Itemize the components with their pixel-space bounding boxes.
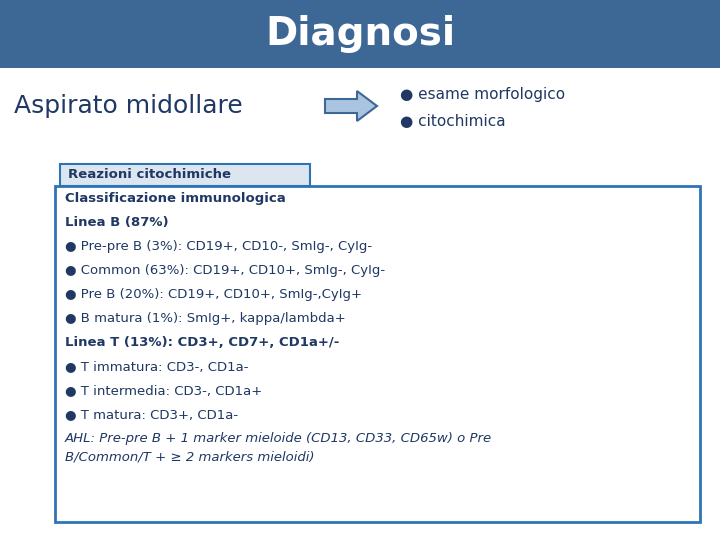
Text: ● T intermedia: CD3-, CD1a+: ● T intermedia: CD3-, CD1a+ [65,384,262,397]
Polygon shape [325,91,377,121]
Text: Linea B (87%): Linea B (87%) [65,216,168,229]
FancyBboxPatch shape [55,186,700,522]
Text: ● T matura: CD3+, CD1a-: ● T matura: CD3+, CD1a- [65,408,238,421]
Text: Linea T (13%): CD3+, CD7+, CD1a+/-: Linea T (13%): CD3+, CD7+, CD1a+/- [65,336,339,349]
FancyBboxPatch shape [60,164,310,186]
Text: ● B matura (1%): SmIg+, kappa/lambda+: ● B matura (1%): SmIg+, kappa/lambda+ [65,312,346,325]
Text: ● Pre B (20%): CD19+, CD10+, SmIg-,CyIg+: ● Pre B (20%): CD19+, CD10+, SmIg-,CyIg+ [65,288,362,301]
Text: ● Pre-pre B (3%): CD19+, CD10-, SmIg-, CyIg-: ● Pre-pre B (3%): CD19+, CD10-, SmIg-, C… [65,240,372,253]
Text: AHL: Pre-pre B + 1 marker mieloide (CD13, CD33, CD65w) o Pre: AHL: Pre-pre B + 1 marker mieloide (CD13… [65,432,492,445]
FancyBboxPatch shape [0,0,720,68]
Text: ● citochimica: ● citochimica [400,114,505,130]
Text: ● Common (63%): CD19+, CD10+, SmIg-, CyIg-: ● Common (63%): CD19+, CD10+, SmIg-, CyI… [65,264,385,277]
Text: Diagnosi: Diagnosi [265,15,455,53]
Text: Reazioni citochimiche: Reazioni citochimiche [68,168,231,181]
Text: Classificazione immunologica: Classificazione immunologica [65,192,286,205]
Text: ● T immatura: CD3-, CD1a-: ● T immatura: CD3-, CD1a- [65,360,248,373]
Text: B/Common/T + ≥ 2 markers mieloidi): B/Common/T + ≥ 2 markers mieloidi) [65,450,315,463]
FancyBboxPatch shape [0,68,720,540]
Text: ● esame morfologico: ● esame morfologico [400,86,565,102]
Text: Aspirato midollare: Aspirato midollare [14,94,243,118]
